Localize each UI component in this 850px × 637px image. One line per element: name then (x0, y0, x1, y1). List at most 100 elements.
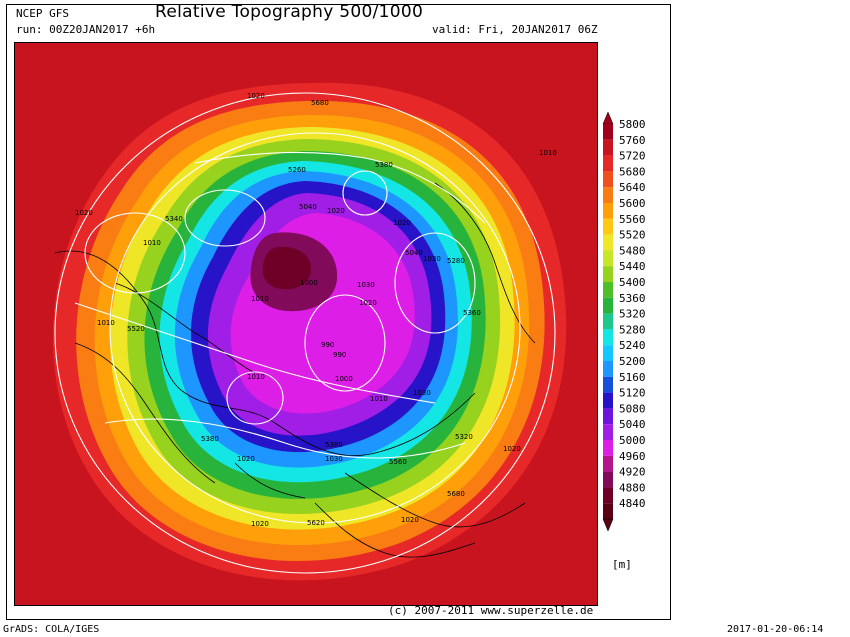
legend-swatch (603, 503, 613, 519)
legend-label: 4960 (619, 450, 646, 463)
contour-label: 1020 (75, 209, 93, 217)
legend-label: 5360 (619, 292, 646, 305)
legend-label: 5520 (619, 229, 646, 242)
contour-label: 1020 (247, 92, 265, 100)
contour-label: 990 (321, 341, 334, 349)
map-title: Relative Topography 500/1000 (155, 2, 424, 22)
legend-swatch (603, 250, 613, 267)
legend-swatch (603, 282, 613, 298)
legend-label: 5560 (619, 213, 646, 226)
contour-label: 5040 (299, 203, 317, 211)
legend-label: 5080 (619, 402, 646, 415)
legend-swatch (603, 329, 613, 346)
contour-label: 1020 (359, 299, 377, 307)
contour-label: 5560 (389, 458, 407, 466)
legend-swatch (603, 187, 613, 203)
contour-label: 1020 (327, 207, 345, 215)
legend-label: 5000 (619, 434, 646, 447)
contour-label: 5520 (127, 325, 145, 333)
legend-swatch (603, 376, 613, 393)
contour-label: 1030 (357, 281, 375, 289)
contour-label: 1030 (423, 255, 441, 263)
legend-swatch (603, 471, 613, 488)
isobars (54, 92, 556, 574)
run-info: run: 00Z20JAN2017 +6h (16, 23, 156, 36)
legend-label: 5480 (619, 244, 646, 257)
legend-label: 5800 (619, 118, 646, 131)
contour-label: 1010 (97, 319, 115, 327)
contour-label: 1030 (413, 389, 431, 397)
contour-label: 1010 (251, 295, 269, 303)
contour-label: 1010 (247, 373, 265, 381)
generation-timestamp: 2017-01-20-06:14 (727, 624, 824, 635)
contour-label: 1020 (251, 520, 269, 528)
legend-label: 5440 (619, 260, 646, 273)
legend-arrow-bottom (602, 518, 614, 532)
contour-label: 1030 (325, 455, 343, 463)
contour-label: 1020 (503, 445, 521, 453)
legend-label: 5160 (619, 371, 646, 384)
legend-swatch (603, 455, 613, 472)
legend-arrow-top (602, 111, 614, 125)
legend-swatch (603, 440, 613, 456)
legend-label: 5680 (619, 165, 646, 178)
contour-label: 5380 (201, 435, 219, 443)
legend-swatch (603, 139, 613, 156)
contour-label: 1020 (393, 219, 411, 227)
legend-swatch (603, 266, 613, 282)
contour-label: 1010 (539, 149, 557, 157)
legend-swatch (603, 392, 613, 409)
contour-labels: 1020 5680 1010 5380 1020 5340 1010 5040 … (75, 92, 557, 528)
legend-swatch (603, 218, 613, 235)
legend-label: 4920 (619, 466, 646, 479)
contour-label: 1020 (237, 455, 255, 463)
legend-unit: [m] (612, 558, 632, 571)
legend-label: 5040 (619, 418, 646, 431)
thickness-field: 1020 5680 1010 5380 1020 5340 1010 5040 … (15, 43, 597, 605)
legend-swatch (603, 155, 613, 172)
contour-label: 5680 (311, 99, 329, 107)
contour-label: 1020 (401, 516, 419, 524)
legend-swatch (603, 313, 613, 330)
legend-swatch (603, 297, 613, 314)
polar-map: 1020 5680 1010 5380 1020 5340 1010 5040 … (14, 42, 598, 606)
legend-swatch (603, 487, 613, 504)
contour-label: 990 (333, 351, 346, 359)
legend-colorbar: 5800 5760 5720 5680 5640 5600 5560 5520 5480 5440… (602, 111, 646, 532)
legend-swatch (603, 345, 613, 361)
legend-label: 5640 (619, 181, 646, 194)
valid-time: valid: Fri, 20JAN2017 06Z (432, 23, 598, 36)
color-legend: 5800 5760 5720 5680 5640 5600 5560 5520 5480 5440… (600, 111, 670, 532)
legend-label: 5760 (619, 134, 646, 147)
contour-label: 5620 (307, 519, 325, 527)
contour-label: 1010 (370, 395, 388, 403)
legend-label: 4840 (619, 497, 646, 510)
legend-swatch (603, 408, 613, 425)
contour-label: 5380 (375, 161, 393, 169)
model-name: NCEP GFS (16, 7, 69, 20)
legend-swatch (603, 424, 613, 440)
legend-label: 5400 (619, 276, 646, 289)
contour-label: 5320 (455, 433, 473, 441)
contour-label: 5040 (405, 249, 423, 257)
legend-swatch (603, 234, 613, 251)
legend-swatch (603, 203, 613, 219)
contour-label: 5280 (447, 257, 465, 265)
legend-label: 5200 (619, 355, 646, 368)
contour-label: 1010 (143, 239, 161, 247)
legend-swatch (603, 361, 613, 377)
contour-label: 5340 (165, 215, 183, 223)
legend-label: 5320 (619, 308, 646, 321)
copyright-text: (c) 2007-2011 www.superzelle.de (388, 604, 594, 617)
contour-label: 5680 (447, 490, 465, 498)
legend-label: 4880 (619, 481, 646, 494)
legend-swatch (603, 124, 613, 140)
coastlines (54, 182, 536, 558)
legend-swatch (603, 171, 613, 188)
legend-label: 5120 (619, 387, 646, 400)
contour-label: 5260 (288, 166, 306, 174)
legend-label: 5280 (619, 323, 646, 336)
contour-label: 5360 (463, 309, 481, 317)
contour-label: 5380 (325, 441, 343, 449)
contour-label: 1000 (300, 279, 318, 287)
